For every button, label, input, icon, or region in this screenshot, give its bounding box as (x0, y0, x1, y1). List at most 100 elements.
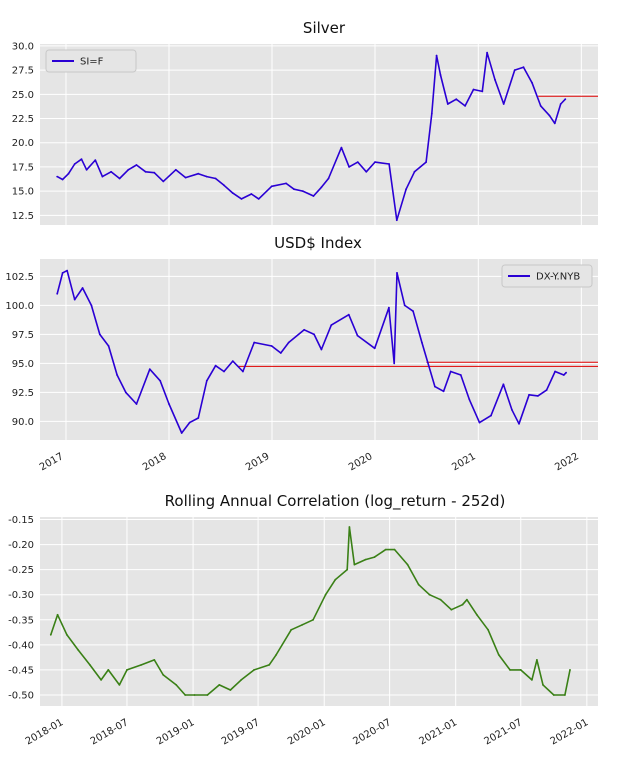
data-point (450, 608, 453, 611)
legend: DX-Y.NYB (501, 264, 593, 288)
data-point (502, 103, 505, 105)
data-point (66, 269, 68, 272)
y-tick-label: 22.5 (12, 114, 34, 125)
data-point (218, 684, 221, 686)
plot-area (40, 517, 598, 706)
legend-box (45, 49, 137, 73)
data-point (395, 219, 398, 222)
data-point (140, 664, 143, 666)
x-tick-label: 2019 (244, 451, 272, 473)
data-point (73, 163, 76, 165)
data-point (127, 168, 130, 171)
x-tick-label: 2018-01 (24, 717, 66, 747)
data-point (439, 74, 442, 76)
x-tick-label: 2019-01 (155, 717, 197, 747)
data-point (449, 370, 452, 373)
data-point (118, 684, 121, 686)
data-point (494, 78, 496, 81)
y-tick-label: -0.30 (8, 590, 34, 601)
data-point (513, 69, 516, 71)
data-point (290, 628, 293, 631)
x-tick-label: 2018 (141, 451, 169, 473)
data-point (268, 664, 271, 666)
data-point (214, 177, 217, 180)
data-point (490, 414, 492, 417)
legend-box (501, 264, 593, 288)
y-tick-label: -0.35 (8, 615, 34, 626)
data-point (388, 306, 390, 309)
data-point (159, 379, 162, 382)
data-point (223, 184, 225, 187)
data-point (184, 176, 187, 179)
data-point (80, 158, 83, 161)
x-tick-label: 2020-07 (351, 717, 393, 747)
y-tick-label: 92.5 (12, 388, 34, 399)
data-point (66, 633, 68, 636)
data-point (107, 345, 110, 347)
data-point (180, 432, 183, 434)
data-point (559, 103, 562, 105)
data-point (466, 598, 468, 601)
data-point (365, 170, 368, 173)
data-point (461, 603, 464, 606)
data-point (519, 669, 522, 671)
data-point (126, 669, 128, 671)
x-tick-label: 2018-07 (89, 717, 131, 747)
chart-title: USD$ Index (274, 234, 362, 252)
y-tick-label: 15.0 (12, 187, 34, 198)
data-point (564, 694, 566, 696)
y-tick-label: -0.20 (8, 540, 34, 551)
y-tick-label: 102.5 (5, 272, 34, 283)
data-point (110, 170, 112, 173)
data-point (312, 195, 315, 197)
data-point (124, 391, 127, 394)
y-tick-label: 95.0 (12, 359, 34, 370)
data-point (522, 66, 525, 69)
data-point (270, 185, 273, 188)
legend-label: DX-Y.NYB (536, 272, 580, 283)
data-point (287, 341, 290, 344)
x-tick-label: 2021-01 (418, 717, 460, 747)
data-point (442, 390, 445, 393)
data-point (188, 421, 191, 424)
y-tick-label: 25.0 (12, 90, 34, 101)
data-point (101, 175, 104, 178)
data-point (205, 379, 208, 382)
data-point (459, 374, 462, 376)
data-point (56, 613, 59, 616)
data-point (511, 408, 513, 411)
data-point (90, 304, 93, 307)
chart-usd-index: USD$ Index 90.0 92.5 95.0 97.5 100.0 102.5 201… (5, 234, 598, 473)
data-point (487, 628, 489, 631)
data-point (229, 689, 232, 691)
data-point (303, 328, 306, 331)
data-point (406, 563, 409, 566)
data-point (388, 163, 390, 165)
data-point (162, 674, 165, 676)
data-point (334, 578, 337, 581)
y-tick-label: -0.40 (8, 640, 34, 651)
data-point (116, 374, 118, 376)
data-point (89, 664, 91, 666)
data-point (85, 168, 88, 171)
data-point (434, 385, 436, 388)
x-tick-label: 2022-01 (549, 717, 591, 747)
data-point (455, 98, 458, 101)
data-point (56, 292, 59, 295)
data-point (430, 112, 433, 115)
y-tick-label: 17.5 (12, 162, 34, 173)
x-tick-label: 2017 (38, 451, 66, 473)
data-point (356, 161, 359, 164)
data-point (73, 298, 76, 301)
data-point (253, 669, 256, 671)
y-tick-label: 100.0 (5, 301, 34, 312)
data-point (320, 348, 323, 351)
data-point (253, 341, 256, 344)
y-tick-label: 12.5 (12, 211, 34, 222)
data-point (168, 403, 170, 405)
data-point (275, 654, 277, 656)
y-tick-label: 30.0 (12, 41, 34, 52)
x-tick-label: 2021-07 (483, 717, 525, 747)
data-point (223, 370, 225, 373)
data-point (214, 364, 217, 367)
